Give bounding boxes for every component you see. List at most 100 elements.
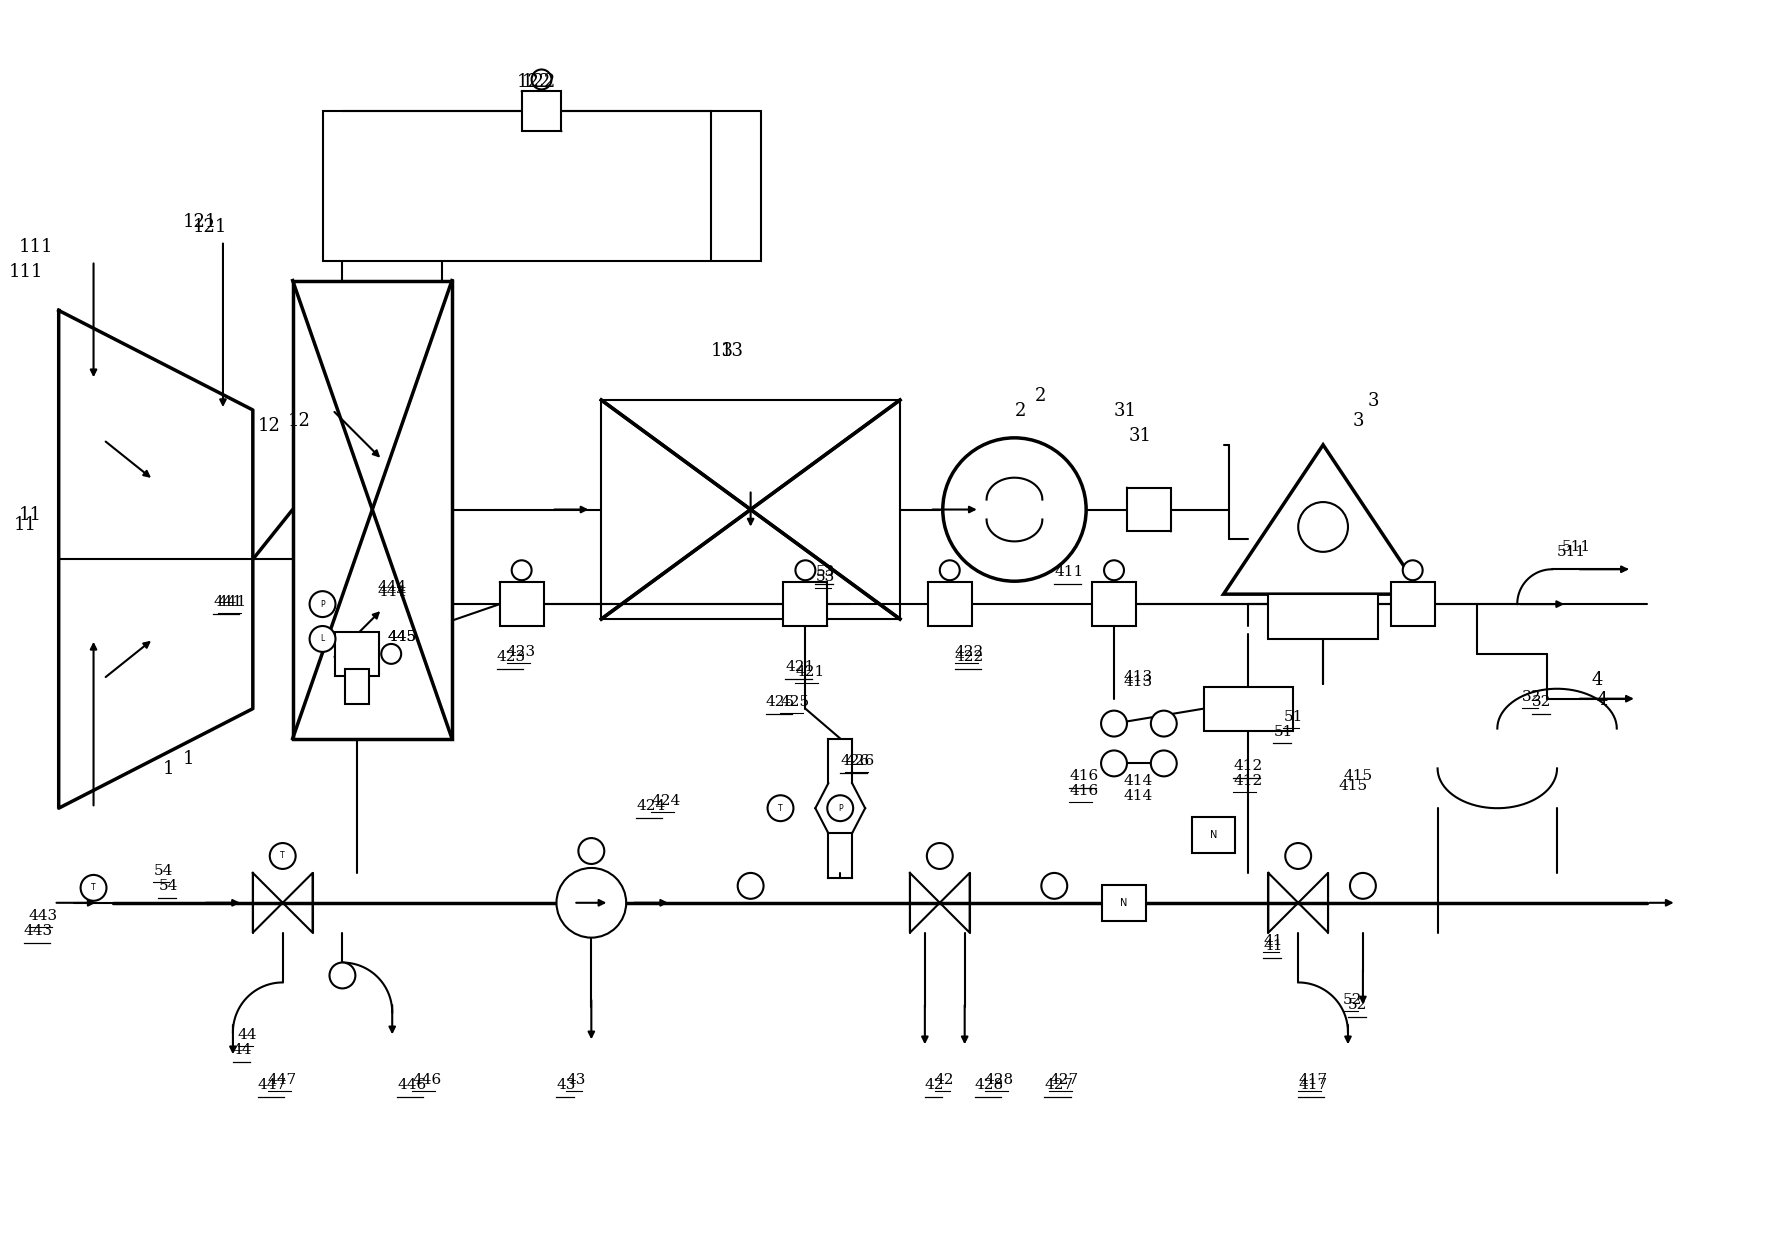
Text: 421: 421 <box>796 665 825 679</box>
Bar <box>1269 594 1378 640</box>
Text: 424: 424 <box>635 799 666 813</box>
Text: 53: 53 <box>816 570 835 584</box>
Bar <box>346 669 369 704</box>
Circle shape <box>1151 710 1176 737</box>
Text: 13: 13 <box>721 342 744 360</box>
Text: 511: 511 <box>1562 540 1590 554</box>
Text: P: P <box>320 599 325 608</box>
Text: 41: 41 <box>1264 934 1283 948</box>
Bar <box>602 400 900 619</box>
Text: N: N <box>1210 830 1217 840</box>
Text: 42: 42 <box>935 1073 955 1087</box>
Bar <box>1101 885 1146 920</box>
Text: 422: 422 <box>955 645 984 658</box>
Text: 12: 12 <box>287 412 311 429</box>
Text: 122: 122 <box>521 73 555 92</box>
Circle shape <box>1101 750 1126 777</box>
Text: 44: 44 <box>232 1044 252 1058</box>
Text: 32: 32 <box>1532 695 1551 709</box>
Text: 52: 52 <box>1342 993 1362 1007</box>
Text: 443: 443 <box>23 924 54 938</box>
Circle shape <box>309 592 336 617</box>
Bar <box>521 92 562 131</box>
Text: 2: 2 <box>1014 402 1026 421</box>
Text: 428: 428 <box>975 1078 1003 1092</box>
Circle shape <box>1041 872 1067 899</box>
Text: 447: 447 <box>268 1073 296 1087</box>
Text: 1: 1 <box>162 760 175 778</box>
Text: 3: 3 <box>1353 412 1364 429</box>
Text: 412: 412 <box>1233 759 1262 773</box>
Text: 31: 31 <box>1128 427 1151 444</box>
Text: 416: 416 <box>1069 784 1098 798</box>
Text: 411: 411 <box>1055 565 1083 579</box>
Text: 415: 415 <box>1342 769 1373 783</box>
Text: 54: 54 <box>154 864 173 878</box>
Bar <box>1092 582 1135 626</box>
Text: 425: 425 <box>780 695 810 709</box>
Text: 441: 441 <box>218 596 248 609</box>
Text: 11: 11 <box>14 516 37 534</box>
Text: 426: 426 <box>841 754 869 768</box>
Text: 415: 415 <box>1339 779 1367 793</box>
Text: 446: 446 <box>412 1073 441 1087</box>
Text: T: T <box>280 851 286 860</box>
Text: 446: 446 <box>398 1078 427 1092</box>
Text: 51: 51 <box>1283 710 1303 724</box>
Text: 426: 426 <box>846 754 875 768</box>
Bar <box>928 582 971 626</box>
Text: 2: 2 <box>1034 387 1046 405</box>
Circle shape <box>737 872 764 899</box>
Text: 423: 423 <box>507 645 536 658</box>
Text: 413: 413 <box>1125 670 1153 684</box>
Circle shape <box>1349 872 1376 899</box>
Text: 121: 121 <box>193 218 227 235</box>
Text: 447: 447 <box>257 1078 287 1092</box>
Circle shape <box>557 867 627 938</box>
Circle shape <box>512 560 532 580</box>
Bar <box>1192 817 1235 854</box>
Text: 42: 42 <box>925 1078 944 1092</box>
Circle shape <box>330 963 355 988</box>
Text: T: T <box>91 884 96 893</box>
Bar <box>323 111 760 261</box>
Text: 111: 111 <box>20 238 54 256</box>
Text: 417: 417 <box>1298 1078 1328 1092</box>
Circle shape <box>80 875 107 900</box>
Text: 423: 423 <box>496 650 527 663</box>
Text: 12: 12 <box>257 417 280 434</box>
Text: 4: 4 <box>1592 671 1603 689</box>
Circle shape <box>926 844 953 869</box>
Circle shape <box>532 69 552 89</box>
Text: 444: 444 <box>377 585 407 599</box>
Text: 11: 11 <box>20 506 41 525</box>
Text: 1: 1 <box>184 750 195 768</box>
Text: 421: 421 <box>785 660 814 674</box>
Text: 44: 44 <box>237 1029 257 1042</box>
Text: 4: 4 <box>1598 691 1608 709</box>
Circle shape <box>1151 750 1176 777</box>
Text: 425: 425 <box>766 695 794 709</box>
Text: 416: 416 <box>1069 769 1098 783</box>
Text: 414: 414 <box>1125 789 1153 803</box>
Text: 52: 52 <box>1348 998 1367 1012</box>
Text: 53: 53 <box>816 565 835 579</box>
Circle shape <box>768 796 794 821</box>
Text: 32: 32 <box>1523 690 1542 704</box>
Circle shape <box>578 838 605 864</box>
Circle shape <box>382 643 402 663</box>
Text: 427: 427 <box>1050 1073 1078 1087</box>
Circle shape <box>826 796 853 821</box>
Text: 41: 41 <box>1264 938 1283 953</box>
Bar <box>784 582 826 626</box>
Bar <box>293 281 452 739</box>
Text: 54: 54 <box>159 879 178 893</box>
Circle shape <box>1101 710 1126 737</box>
Circle shape <box>270 844 296 869</box>
Text: 413: 413 <box>1125 675 1153 689</box>
Circle shape <box>309 626 336 652</box>
Text: 422: 422 <box>955 650 984 663</box>
Text: P: P <box>837 803 843 813</box>
Text: 414: 414 <box>1125 774 1153 788</box>
Text: 445: 445 <box>387 630 416 643</box>
